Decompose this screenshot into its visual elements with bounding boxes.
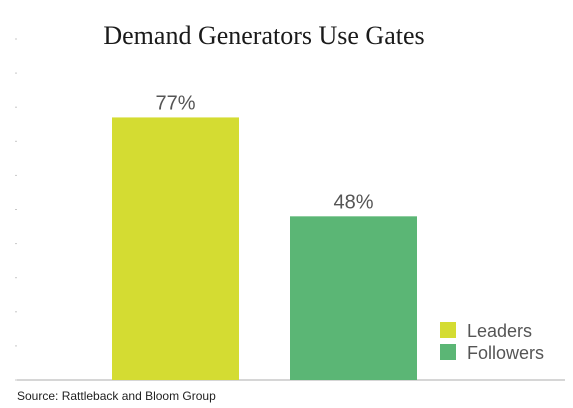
bar-leaders — [112, 117, 239, 381]
value-label-leaders: 77% — [155, 92, 195, 114]
chart-title: Demand Generators Use Gates — [103, 21, 424, 50]
value-label-followers: 48% — [333, 191, 373, 213]
source-note: Source: Rattleback and Bloom Group — [17, 389, 216, 403]
value-labels: 77% 48% — [155, 92, 373, 213]
legend-label-followers: Followers — [467, 343, 544, 363]
legend-label-leaders: Leaders — [467, 321, 532, 341]
bar-followers — [290, 216, 417, 380]
legend-swatch-leaders — [440, 322, 456, 338]
legend-swatch-followers — [440, 344, 456, 360]
bars — [112, 117, 417, 381]
